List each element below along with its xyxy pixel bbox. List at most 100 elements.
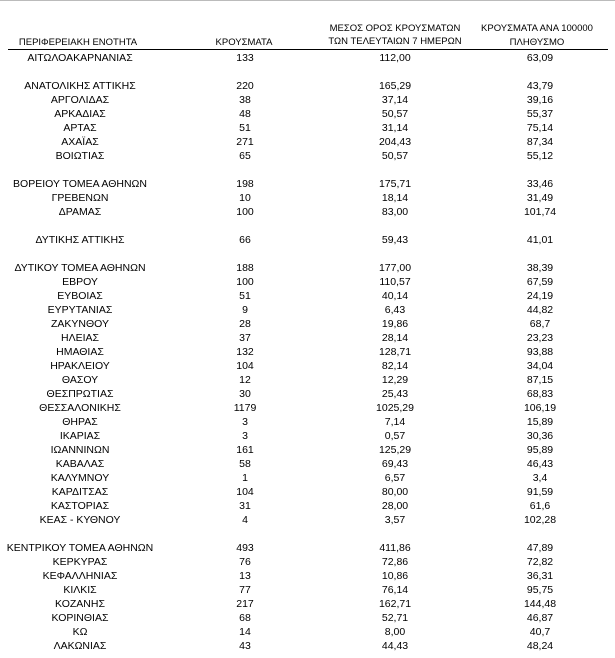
cell-per100k: 68,83	[526, 388, 554, 400]
cell-avg7: 31,14	[381, 122, 409, 134]
cell-cases: 30	[239, 388, 251, 400]
header-avg7: ΤΩΝ ΤΕΛΕΥΤΑΙΩΝ 7 ΗΜΕΡΩΝ	[328, 36, 462, 47]
cell-region: ΑΡΤΑΣ	[63, 122, 97, 134]
cell-avg7: 37,14	[381, 94, 409, 106]
cell-per100k: 38,39	[526, 262, 554, 274]
cell-cases: 43	[239, 640, 251, 652]
cell-avg7: 69,43	[381, 458, 409, 470]
cell-per100k: 95,89	[526, 444, 554, 456]
cell-region: ΘΕΣΠΡΩΤΙΑΣ	[46, 388, 114, 400]
cell-per100k: 24,19	[526, 290, 554, 302]
cell-region: ΒΟΡΕΙΟΥ ΤΟΜΕΑ ΑΘΗΝΩΝ	[13, 178, 147, 190]
cell-avg7: 28,00	[381, 500, 409, 512]
cell-cases: 58	[239, 458, 251, 470]
cell-avg7: 18,14	[381, 192, 409, 204]
cell-avg7: 1025,29	[376, 402, 414, 414]
cell-region: ΒΟΙΩΤΙΑΣ	[55, 150, 105, 162]
cell-avg7: 50,57	[381, 150, 409, 162]
cell-region: ΚΕΑΣ - ΚΥΘΝΟΥ	[39, 514, 121, 526]
cell-cases: 4	[242, 514, 248, 526]
cell-avg7: 76,14	[381, 584, 409, 596]
cell-avg7: 6,43	[384, 304, 406, 316]
cell-avg7: 19,86	[381, 318, 409, 330]
cell-cases: 271	[236, 136, 254, 148]
cell-per100k: 31,49	[526, 192, 554, 204]
cell-region: ΚΩ	[72, 626, 88, 638]
cell-per100k: 40,7	[529, 626, 551, 638]
cell-per100k: 101,74	[523, 206, 557, 218]
cell-cases: 68	[239, 612, 251, 624]
cell-per100k: 93,88	[526, 346, 554, 358]
cell-per100k: 33,46	[526, 178, 554, 190]
cell-per100k: 102,28	[523, 514, 557, 526]
header-avg7: ΜΕΣΟΣ ΟΡΟΣ ΚΡΟΥΣΜΑΤΩΝ	[329, 23, 461, 34]
cell-avg7: 59,43	[381, 234, 409, 246]
cell-cases: 76	[239, 556, 251, 568]
cell-per100k: 43,79	[526, 80, 554, 92]
cell-cases: 217	[236, 598, 254, 610]
cell-per100k: 95,75	[526, 584, 554, 596]
cell-region: ΚΟΡΙΝΘΙΑΣ	[51, 612, 109, 624]
cell-region: ΚΕΝΤΡΙΚΟΥ ΤΟΜΕΑ ΑΘΗΝΩΝ	[6, 542, 154, 554]
cell-per100k: 34,04	[526, 360, 554, 372]
cell-region: ΚΑΡΔΙΤΣΑΣ	[51, 486, 109, 498]
cell-region: ΕΥΒΟΙΑΣ	[57, 290, 103, 302]
cell-per100k: 91,59	[526, 486, 554, 498]
cell-region: ΔΥΤΙΚΗΣ ΑΤΤΙΚΗΣ	[35, 234, 125, 246]
cell-cases: 188	[236, 262, 254, 274]
cell-cases: 10	[239, 192, 251, 204]
cell-avg7: 10,86	[381, 570, 409, 582]
cell-avg7: 72,86	[381, 556, 409, 568]
cell-region: ΚΑΛΥΜΝΟΥ	[50, 472, 110, 484]
cell-per100k: 75,14	[526, 122, 554, 134]
cell-region: ΔΡΑΜΑΣ	[58, 206, 102, 218]
cell-region: ΚΑΣΤΟΡΙΑΣ	[50, 500, 110, 512]
cell-cases: 104	[236, 360, 254, 372]
cell-per100k: 47,89	[526, 542, 554, 554]
header-region: ΠΕΡΙΦΕΡΕΙΑΚΗ ΕΝΟΤΗΤΑ	[18, 37, 138, 48]
cell-cases: 65	[239, 150, 251, 162]
cell-region: ΕΒΡΟΥ	[62, 276, 98, 288]
cell-avg7: 28,14	[381, 332, 409, 344]
cell-avg7: 112,00	[379, 52, 411, 64]
cell-region: ΗΜΑΘΙΑΣ	[56, 346, 104, 358]
cell-per100k: 44,82	[526, 304, 554, 316]
cell-per100k: 46,43	[526, 458, 554, 470]
cell-region: ΑΧΑΪΑΣ	[61, 136, 99, 148]
cell-avg7: 8,00	[384, 626, 406, 638]
cell-avg7: 165,29	[378, 80, 412, 92]
cell-cases: 14	[239, 626, 251, 638]
cell-cases: 104	[236, 486, 254, 498]
cell-avg7: 12,29	[381, 374, 409, 386]
cell-avg7: 128,71	[378, 346, 412, 358]
cell-avg7: 83,00	[381, 206, 409, 218]
cell-cases: 12	[239, 374, 251, 386]
header-per100k: ΚΡΟΥΣΜΑΤΑ ΑΝΑ 100000	[481, 23, 593, 34]
cell-cases: 3	[242, 416, 248, 428]
cell-per100k: 72,82	[526, 556, 554, 568]
cell-per100k: 3,4	[532, 472, 548, 484]
cell-region: ΑΙΤΩΛΟΑΚΑΡΝΑΝΙΑΣ	[27, 52, 133, 64]
cell-avg7: 7,14	[384, 416, 406, 428]
cell-per100k: 144,48	[523, 598, 557, 610]
cell-avg7: 175,71	[378, 178, 412, 190]
cell-cases: 51	[239, 122, 251, 134]
cell-region: ΑΝΑΤΟΛΙΚΗΣ ΑΤΤΙΚΗΣ	[24, 80, 136, 92]
cell-region: ΛΑΚΩΝΙΑΣ	[53, 640, 107, 652]
cell-per100k: 106,19	[523, 402, 557, 414]
cell-per100k: 67,59	[526, 276, 554, 288]
cell-cases: 132	[236, 346, 254, 358]
cell-per100k: 30,36	[526, 430, 554, 442]
cell-cases: 9	[242, 304, 248, 316]
cell-avg7: 44,43	[381, 640, 409, 652]
header-per100k: ΠΛΗΘΥΣΜΟ	[509, 37, 565, 48]
cell-cases: 37	[239, 332, 251, 344]
cell-per100k: 63,09	[526, 52, 554, 64]
cell-per100k: 55,37	[526, 108, 554, 120]
header-rule	[8, 49, 608, 50]
cell-region: ΗΡΑΚΛΕΙΟΥ	[50, 360, 110, 372]
cell-region: ΘΑΣΟΥ	[61, 374, 99, 386]
top-border	[0, 0, 615, 1]
cell-avg7: 110,57	[379, 276, 411, 288]
